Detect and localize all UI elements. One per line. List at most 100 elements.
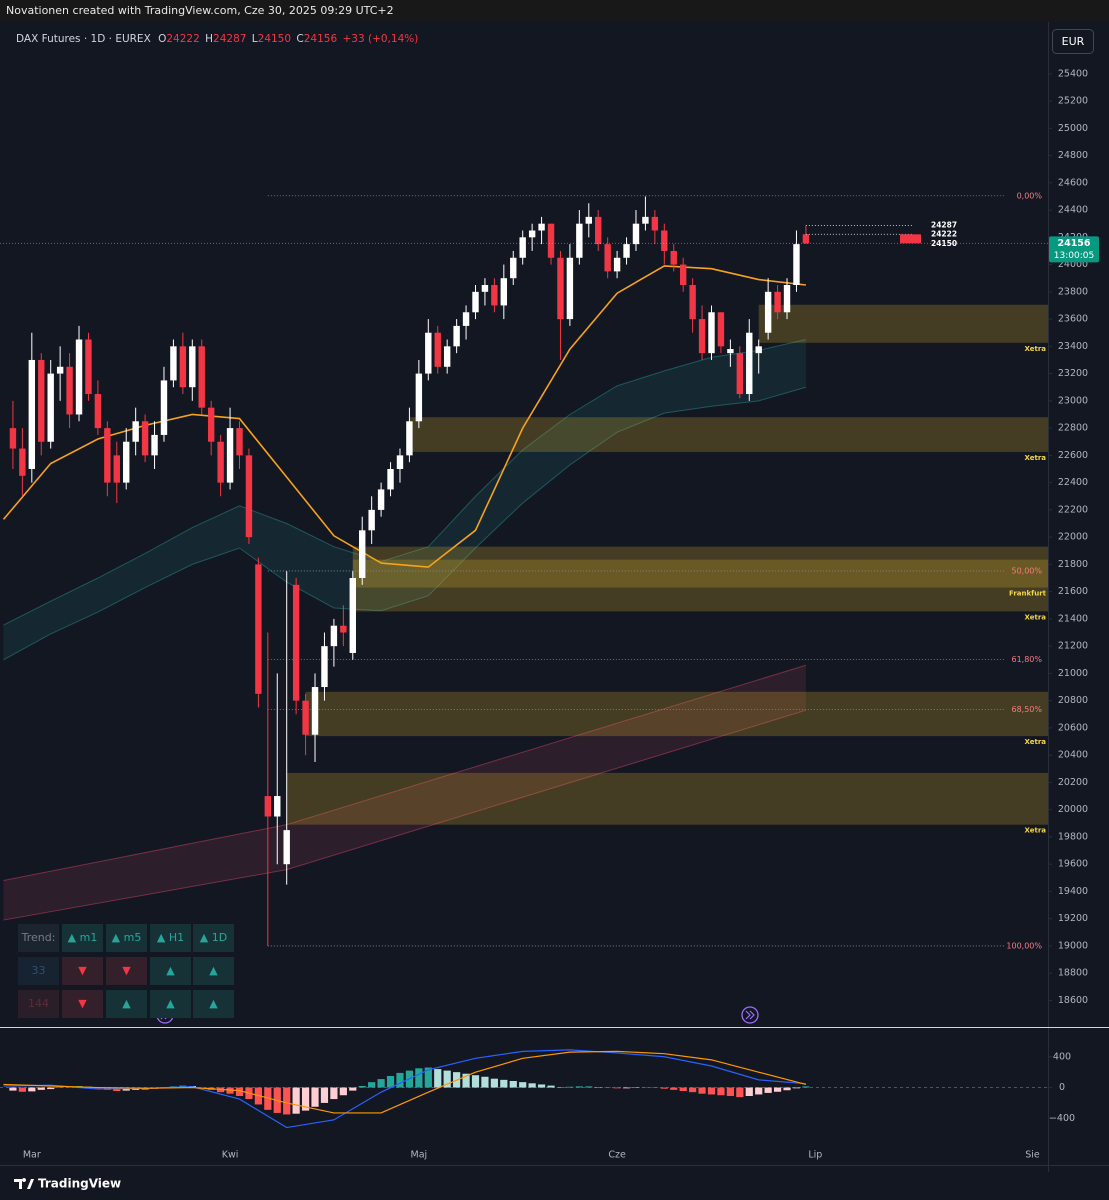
candle-body — [179, 346, 187, 388]
currency-button[interactable] — [1052, 29, 1094, 54]
x-tick-label: Cze — [608, 1150, 626, 1161]
histogram-bar — [56, 1086, 64, 1088]
histogram-bar — [462, 1073, 470, 1088]
histogram-bar — [613, 1087, 621, 1089]
candle-body — [802, 234, 810, 244]
histogram-bar — [736, 1087, 744, 1098]
legend: DAX Futures · 1D · EUREX O24222 H24287 L… — [16, 33, 418, 45]
y-tick-label: 19400 — [1058, 886, 1088, 897]
candle-body — [585, 216, 592, 224]
histogram-bar — [773, 1087, 782, 1092]
table-cell — [18, 924, 59, 952]
table-cell-text: ▲ — [209, 997, 218, 1010]
histogram-bar — [509, 1081, 517, 1088]
footer-bar — [0, 1172, 1109, 1200]
last-price-label: 24156 — [1057, 238, 1090, 249]
histogram-bar — [471, 1075, 480, 1088]
candle-body — [66, 366, 73, 415]
candle-body — [160, 380, 168, 435]
legend-c-label: C — [296, 33, 303, 45]
candle-body — [264, 796, 272, 817]
histogram-bar — [585, 1086, 593, 1088]
candle-body — [774, 291, 781, 313]
zone-label: Frankfurt — [1009, 590, 1047, 598]
candle-body — [170, 346, 177, 381]
candle-body — [274, 796, 281, 817]
table-cell-text: ▲ — [209, 964, 218, 977]
candle-body — [292, 584, 300, 701]
table-cell — [106, 957, 147, 985]
histogram-bar — [443, 1070, 451, 1088]
candle-body — [689, 285, 696, 320]
histogram-bar — [670, 1087, 678, 1090]
histogram-bar — [547, 1085, 555, 1088]
table-cell — [106, 924, 147, 952]
fib-label: 0,00% — [1017, 191, 1043, 200]
band-line — [3, 386, 807, 661]
candle-body — [151, 434, 158, 456]
y-tick-label: 18800 — [1058, 968, 1088, 979]
histogram-bar — [717, 1087, 725, 1096]
histogram-bar — [28, 1087, 36, 1092]
y-tick-label: 23800 — [1058, 286, 1088, 297]
currency-label[interactable]: EUR — [1062, 35, 1085, 48]
fib-label: 68,50% — [1011, 705, 1042, 714]
y-tick-label: 400 — [1053, 1051, 1071, 1062]
fib-label: 100,00% — [1006, 941, 1042, 950]
x-tick-label: Kwi — [222, 1150, 239, 1161]
y-tick-label: 23000 — [1058, 395, 1088, 406]
table-cell-text: ▲ m5 — [112, 931, 142, 944]
table-cell — [18, 957, 59, 985]
table-cell — [62, 957, 103, 985]
y-tick-label: 21000 — [1058, 668, 1088, 679]
histogram-bar — [377, 1079, 385, 1088]
axes: 18600 18800 19000 19200 19400 19600 19800 20000… — [23, 68, 1099, 1161]
table-cell-text: ▲ — [166, 964, 175, 977]
candle-body — [302, 700, 309, 735]
histogram-bar — [519, 1082, 527, 1088]
candle-body — [198, 346, 205, 408]
macd-line — [3, 1050, 807, 1114]
histogram-bar — [283, 1087, 291, 1115]
table-cell-text: ▼ — [78, 997, 87, 1010]
candle-body — [349, 578, 356, 653]
table-cell — [150, 924, 191, 952]
candle-body — [377, 489, 385, 510]
histogram-bar — [622, 1087, 631, 1089]
table-cell-text: ▲ H1 — [157, 931, 184, 944]
y-tick-label: 22200 — [1058, 504, 1088, 515]
candle-body — [330, 625, 338, 647]
replay-icon-circle[interactable] — [741, 1006, 759, 1024]
candle-body — [793, 244, 800, 286]
candle-body — [727, 349, 734, 354]
table-cell-text: ▲ — [122, 997, 131, 1010]
candle-body — [226, 428, 234, 483]
histogram-bar — [264, 1087, 272, 1110]
candle-body — [132, 421, 139, 442]
y-tick-label: 19800 — [1058, 831, 1088, 842]
replay-icon[interactable] — [741, 1006, 759, 1024]
histogram-bar — [18, 1087, 26, 1092]
table-cell — [150, 957, 191, 985]
candle-body — [604, 244, 611, 272]
candle-body — [56, 366, 64, 374]
candle-body — [661, 230, 668, 251]
main-pane — [0, 195, 1048, 947]
histogram-bar — [783, 1087, 791, 1091]
table-cell-text: ▼ — [78, 964, 87, 977]
histogram-bar — [330, 1087, 338, 1100]
zone-label: Xetra — [1025, 827, 1047, 835]
candle-body — [85, 339, 92, 395]
zone — [352, 546, 1048, 588]
y-tick-label: 20800 — [1058, 695, 1088, 706]
histogram-bar — [386, 1076, 395, 1088]
histogram-bar — [764, 1087, 772, 1093]
header-bar — [0, 0, 1109, 22]
candle-body — [500, 278, 508, 306]
candle-body — [679, 264, 687, 286]
candle-body — [245, 455, 253, 538]
candle-body — [623, 244, 630, 258]
legend-change: +33 (+0,14%) — [342, 33, 418, 45]
